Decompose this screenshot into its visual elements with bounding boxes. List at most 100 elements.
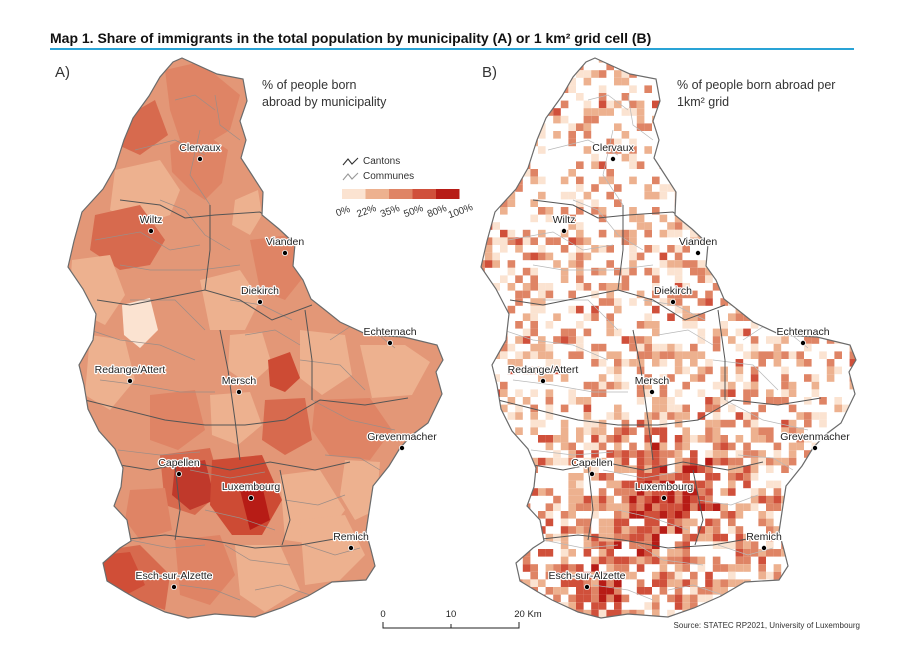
grid-cell (659, 260, 668, 268)
map-title: Map 1. Share of immigrants in the total … (50, 30, 652, 46)
grid-cell (735, 556, 744, 565)
grid-cell (545, 435, 554, 443)
grid-cell (500, 389, 508, 397)
grid-cell (560, 245, 569, 253)
grid-cell (766, 465, 774, 473)
grid-cell (705, 298, 713, 306)
grid-cell (743, 564, 751, 572)
grid-cell (507, 260, 516, 268)
grid-cell (484, 351, 493, 359)
grid-cell (773, 229, 782, 238)
grid-cell (598, 267, 607, 276)
grid-cell (484, 245, 493, 253)
grid-cell (606, 366, 614, 375)
grid-cell (568, 328, 576, 337)
grid-cell (659, 457, 668, 466)
grid-cell (788, 442, 797, 451)
grid-cell (606, 450, 614, 458)
grid-cell (606, 473, 614, 481)
grid-cell (788, 138, 797, 147)
grid-cell (720, 381, 728, 390)
grid-cell (598, 495, 607, 504)
grid-cell (826, 93, 835, 101)
grid-cell (849, 328, 856, 337)
grid-cell (507, 511, 516, 519)
grid-cell (470, 291, 478, 299)
grid-cell (644, 336, 652, 344)
grid-cell (743, 602, 751, 610)
grid-cell (690, 138, 698, 147)
grid-cell (560, 564, 569, 572)
commune-24 (235, 545, 300, 612)
grid-cell (674, 245, 683, 253)
town-label-mersch: Mersch (635, 375, 670, 387)
grid-cell (598, 526, 607, 534)
grid-cell (705, 397, 713, 405)
grid-cell (758, 176, 766, 185)
grid-cell (674, 283, 683, 291)
grid-cell (621, 359, 630, 367)
grid-cell (530, 351, 538, 359)
grid-cell (484, 556, 493, 565)
grid-cell (636, 115, 645, 124)
grid-cell (735, 374, 744, 382)
town-label-echternach: Echternach (776, 326, 829, 338)
grid-cell (652, 442, 660, 451)
grid-cell (576, 397, 584, 405)
grid-cell (682, 480, 690, 489)
grid-cell (826, 602, 835, 610)
commune-border-21 (667, 584, 724, 596)
grid-cell (629, 146, 637, 154)
grid-cell (690, 169, 698, 177)
grid-cell (720, 533, 728, 542)
grid-cell (819, 267, 827, 276)
grid-cell (568, 169, 576, 177)
grid-cell (750, 229, 759, 238)
town-label-grevenmacher: Grevenmacher (780, 431, 850, 443)
grid-cell (758, 549, 766, 557)
grid-cell (712, 77, 721, 86)
grid-cell (826, 359, 835, 367)
grid-cell (568, 77, 576, 86)
commune-border-3 (119, 264, 241, 271)
grid-cell (545, 290, 554, 299)
grid-cell (462, 564, 470, 572)
grid-cell (735, 267, 744, 276)
grid-cell (568, 503, 576, 511)
grid-cell (690, 465, 698, 473)
grid-cell (538, 252, 546, 261)
grid-cell (522, 62, 531, 71)
grid-cell (576, 222, 584, 230)
grid-cell (697, 503, 706, 511)
grid-cell (629, 108, 637, 116)
grid-cell (591, 161, 599, 169)
grid-cell (743, 594, 751, 603)
grid-cell (606, 549, 614, 557)
grid-cell (629, 465, 637, 473)
canton-border-9 (617, 205, 624, 291)
grid-cell (484, 146, 493, 154)
grid-cell (553, 131, 561, 139)
grid-cell (606, 321, 614, 329)
grid-cell (743, 556, 751, 565)
grid-cell (667, 495, 675, 504)
grid-cell (614, 465, 622, 473)
legend-break-3: 50% (402, 203, 425, 220)
grid-cell (636, 541, 645, 549)
grid-cell (682, 108, 690, 116)
grid-cell (530, 275, 538, 283)
grid-cell (522, 313, 531, 321)
grid-cell (735, 511, 744, 519)
grid-cell (750, 435, 759, 443)
grid-cell (484, 115, 493, 124)
grid-cell (522, 70, 531, 78)
grid-cell (659, 131, 668, 139)
grid-cell (743, 450, 751, 458)
commune-border-3 (532, 264, 654, 271)
grid-cell (652, 480, 660, 489)
grid-cell (735, 412, 744, 420)
grid-cell (507, 191, 516, 200)
legend-swatch-0 (342, 189, 366, 199)
grid-cell (842, 305, 850, 314)
grid-cell (766, 571, 774, 580)
